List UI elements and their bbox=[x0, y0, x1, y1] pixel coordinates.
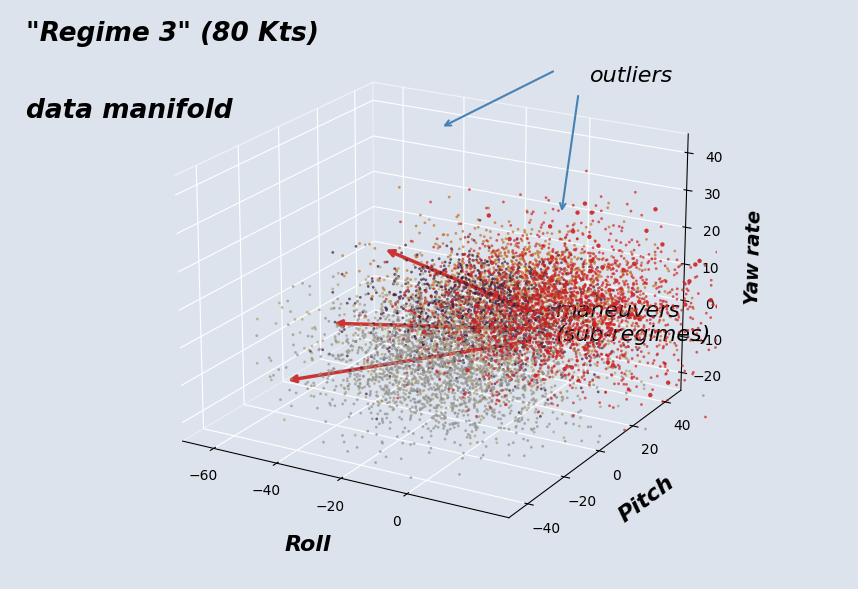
Text: "Regime 3" (80 Kts): "Regime 3" (80 Kts) bbox=[26, 21, 318, 47]
Y-axis label: Pitch: Pitch bbox=[615, 472, 678, 526]
X-axis label: Roll: Roll bbox=[284, 535, 331, 555]
Text: outliers: outliers bbox=[590, 66, 674, 86]
Text: maneuvers
(sub-regimes): maneuvers (sub-regimes) bbox=[555, 302, 710, 345]
Text: data manifold: data manifold bbox=[26, 98, 233, 124]
